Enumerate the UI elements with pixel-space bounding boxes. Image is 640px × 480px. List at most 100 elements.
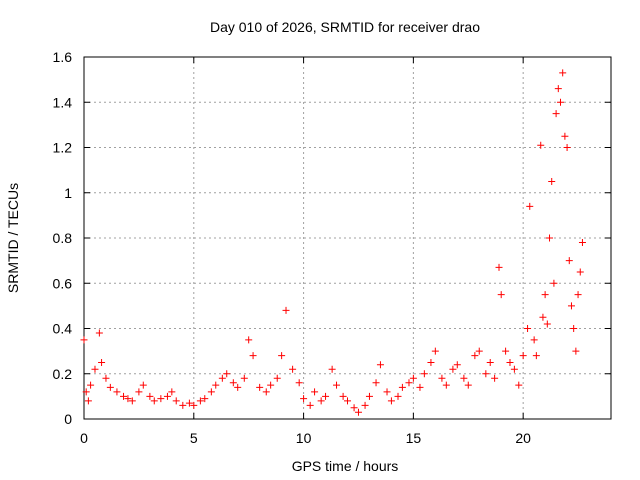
- data-point: [576, 268, 584, 276]
- data-point: [475, 347, 483, 355]
- data-point: [322, 392, 330, 400]
- data-point: [172, 397, 180, 405]
- x-tick-label: 5: [190, 430, 198, 446]
- data-point: [124, 395, 132, 403]
- data-point: [84, 397, 92, 405]
- chart-title: Day 010 of 2026, SRMTID for receiver dra…: [210, 19, 480, 35]
- data-point: [431, 347, 439, 355]
- data-point: [113, 388, 121, 396]
- data-point: [300, 395, 308, 403]
- data-point: [387, 397, 395, 405]
- data-point: [306, 401, 314, 409]
- data-point: [530, 336, 538, 344]
- data-point: [556, 98, 564, 106]
- data-point: [552, 110, 560, 118]
- data-point: [82, 388, 90, 396]
- data-point: [563, 144, 571, 151]
- axis-ticks: 0 0.2 0.4 0.6 0.8 1 1.2 1.4 1.6 0 5 10 15 20: [53, 49, 611, 446]
- data-point: [207, 388, 215, 396]
- data-point: [146, 392, 154, 400]
- data-point: [515, 381, 523, 389]
- data-point: [95, 329, 103, 337]
- data-point: [223, 370, 231, 378]
- data-point: [339, 392, 347, 400]
- data-point: [80, 336, 88, 344]
- data-point: [196, 397, 204, 405]
- data-point: [311, 388, 319, 396]
- y-tick-label: 1.2: [53, 140, 73, 156]
- grid: [84, 57, 611, 419]
- data-point: [234, 383, 242, 391]
- data-point: [541, 291, 549, 299]
- data-point: [106, 383, 114, 391]
- x-tick-label: 10: [296, 430, 312, 446]
- plot-border: [83, 56, 612, 420]
- data-point: [539, 313, 547, 321]
- data-point: [295, 379, 303, 387]
- data-point: [273, 374, 281, 382]
- data-point: [383, 388, 391, 396]
- data-point: [240, 374, 248, 382]
- data-point: [87, 381, 95, 389]
- data-point: [317, 397, 325, 405]
- data-point: [344, 397, 351, 405]
- data-point: [163, 392, 171, 400]
- data-point: [491, 374, 499, 382]
- data-point: [506, 358, 514, 366]
- data-point: [502, 347, 510, 355]
- x-tick-label: 20: [515, 430, 531, 446]
- data-point: [282, 306, 290, 314]
- x-axis-label: GPS time / hours: [292, 458, 399, 474]
- data-point: [532, 352, 540, 360]
- data-point: [267, 381, 275, 389]
- data-point: [565, 257, 573, 265]
- data-point: [554, 85, 562, 93]
- data-point: [229, 379, 237, 387]
- data-point: [559, 69, 567, 77]
- data-point: [537, 141, 545, 149]
- data-point: [524, 325, 532, 332]
- data-point: [453, 361, 461, 369]
- data-point: [354, 408, 362, 416]
- y-tick-label: 0: [64, 411, 72, 427]
- data-point: [482, 370, 490, 378]
- data-point: [449, 365, 457, 373]
- data-point: [409, 374, 417, 382]
- data-point: [185, 399, 193, 407]
- data-point: [427, 358, 435, 366]
- data-point: [289, 365, 297, 373]
- y-tick-label: 1.4: [53, 94, 73, 110]
- data-point: [574, 291, 582, 299]
- data-point: [548, 177, 556, 185]
- data-point: [201, 395, 209, 403]
- data-point: [218, 374, 226, 382]
- data-point: [570, 325, 578, 332]
- data-point: [212, 381, 220, 389]
- data-point: [495, 263, 503, 271]
- data-point: [120, 392, 128, 400]
- data-point: [328, 365, 336, 373]
- data-point: [420, 370, 428, 378]
- data-point: [278, 352, 286, 360]
- data-point: [464, 381, 472, 389]
- y-tick-label: 1: [64, 185, 72, 201]
- data-point: [333, 381, 341, 389]
- data-point: [572, 347, 580, 355]
- data-point: [372, 379, 380, 387]
- data-point: [98, 358, 106, 366]
- data-point: [150, 397, 158, 405]
- y-axis-label: SRMTID / TECUs: [5, 183, 21, 293]
- data-point: [91, 365, 99, 373]
- data-point: [102, 374, 110, 382]
- data-point: [442, 381, 450, 389]
- data-point: [128, 397, 136, 405]
- data-point: [139, 381, 147, 389]
- data-points: [80, 69, 586, 416]
- data-point: [365, 392, 373, 400]
- data-point: [561, 132, 569, 140]
- data-point: [376, 361, 384, 369]
- data-point: [157, 395, 165, 403]
- data-point: [416, 383, 424, 391]
- data-point: [190, 401, 198, 409]
